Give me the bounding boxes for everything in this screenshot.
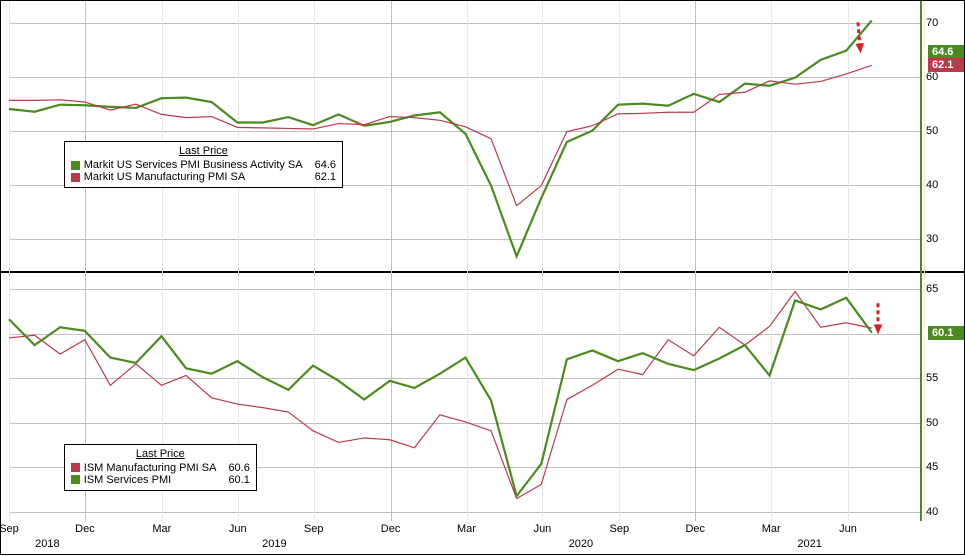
x-tick-month: Sep	[610, 523, 630, 535]
y-tick-label: 60	[926, 71, 958, 83]
legend-title: Last Price	[71, 145, 336, 157]
legend-swatch	[71, 475, 80, 484]
y-tick-label: 50	[926, 125, 958, 137]
x-tick-year: 2020	[569, 538, 593, 550]
y-tick-label: 50	[926, 417, 958, 429]
x-tick-month: Mar	[762, 523, 781, 535]
panel-ism: 40455055606560.1Last PriceISM Manufactur…	[1, 271, 964, 521]
gridline-v	[924, 1, 925, 271]
series-svg	[9, 1, 922, 271]
legend-row: ISM Services PMI 60.1	[71, 474, 250, 486]
x-tick-month: Dec	[685, 523, 705, 535]
value-flag: 64.6	[928, 45, 964, 59]
legend-swatch	[71, 463, 80, 472]
right-border-top	[920, 1, 922, 271]
y-tick-label: 65	[926, 283, 958, 295]
x-tick-month: Mar	[152, 523, 171, 535]
legend-value: 60.6	[228, 462, 249, 474]
x-tick-month: Jun	[839, 523, 857, 535]
legend-label: ISM Manufacturing PMI SA	[84, 462, 217, 474]
legend-label: Markit US Services PMI Business Activity…	[84, 159, 303, 171]
plot-area-top: 304050607064.662.1Last PriceMarkit US Se…	[9, 1, 922, 271]
x-tick-month: Jun	[534, 523, 552, 535]
legend-row: Markit US Services PMI Business Activity…	[71, 159, 336, 171]
right-border-bottom	[920, 271, 922, 521]
x-tick-year: 2018	[35, 538, 59, 550]
arrow-annotation	[844, 20, 874, 50]
series-markit-services	[9, 20, 872, 256]
y-tick-label: 40	[926, 506, 958, 518]
value-flag: 62.1	[928, 58, 964, 72]
value-flag: 60.1	[928, 326, 964, 340]
gridline-v	[924, 271, 925, 521]
legend-label: ISM Services PMI	[84, 474, 217, 486]
x-tick-year: 2019	[262, 538, 286, 550]
x-tick-year: 2021	[797, 538, 821, 550]
legend-swatch	[71, 173, 80, 182]
y-tick-label: 45	[926, 461, 958, 473]
legend-swatch	[71, 161, 80, 170]
legend-value: 64.6	[315, 159, 336, 171]
y-tick-label: 70	[926, 17, 958, 29]
x-tick-month: Sep	[304, 523, 324, 535]
legend-value: 60.1	[228, 474, 249, 486]
arrow-annotation	[863, 301, 893, 331]
y-tick-label: 40	[926, 179, 958, 191]
legend-row: ISM Manufacturing PMI SA 60.6	[71, 462, 250, 474]
x-tick-month: Sep	[0, 523, 19, 535]
chart-container: 304050607064.662.1Last PriceMarkit US Se…	[0, 0, 965, 555]
y-tick-label: 55	[926, 372, 958, 384]
x-tick-month: Mar	[457, 523, 476, 535]
x-tick-month: Dec	[75, 523, 95, 535]
legend-row: Markit US Manufacturing PMI SA 62.1	[71, 171, 336, 183]
legend-label: Markit US Manufacturing PMI SA	[84, 171, 303, 183]
legend-value: 62.1	[315, 171, 336, 183]
legend-box: Last Price Markit US Services PMI Busines…	[64, 141, 343, 188]
x-tick-month: Dec	[381, 523, 401, 535]
panel-markit: 304050607064.662.1Last PriceMarkit US Se…	[1, 1, 964, 271]
plot-area-bottom: 40455055606560.1Last PriceISM Manufactur…	[9, 271, 922, 521]
y-tick-label: 30	[926, 233, 958, 245]
x-axis: SepDecMarJunSepDecMarJunSepDecMarJun2018…	[9, 521, 922, 556]
legend-title: Last Price	[71, 448, 250, 460]
legend-box: Last PriceISM Manufacturing PMI SA60.6IS…	[64, 444, 257, 491]
x-tick-month: Jun	[229, 523, 247, 535]
